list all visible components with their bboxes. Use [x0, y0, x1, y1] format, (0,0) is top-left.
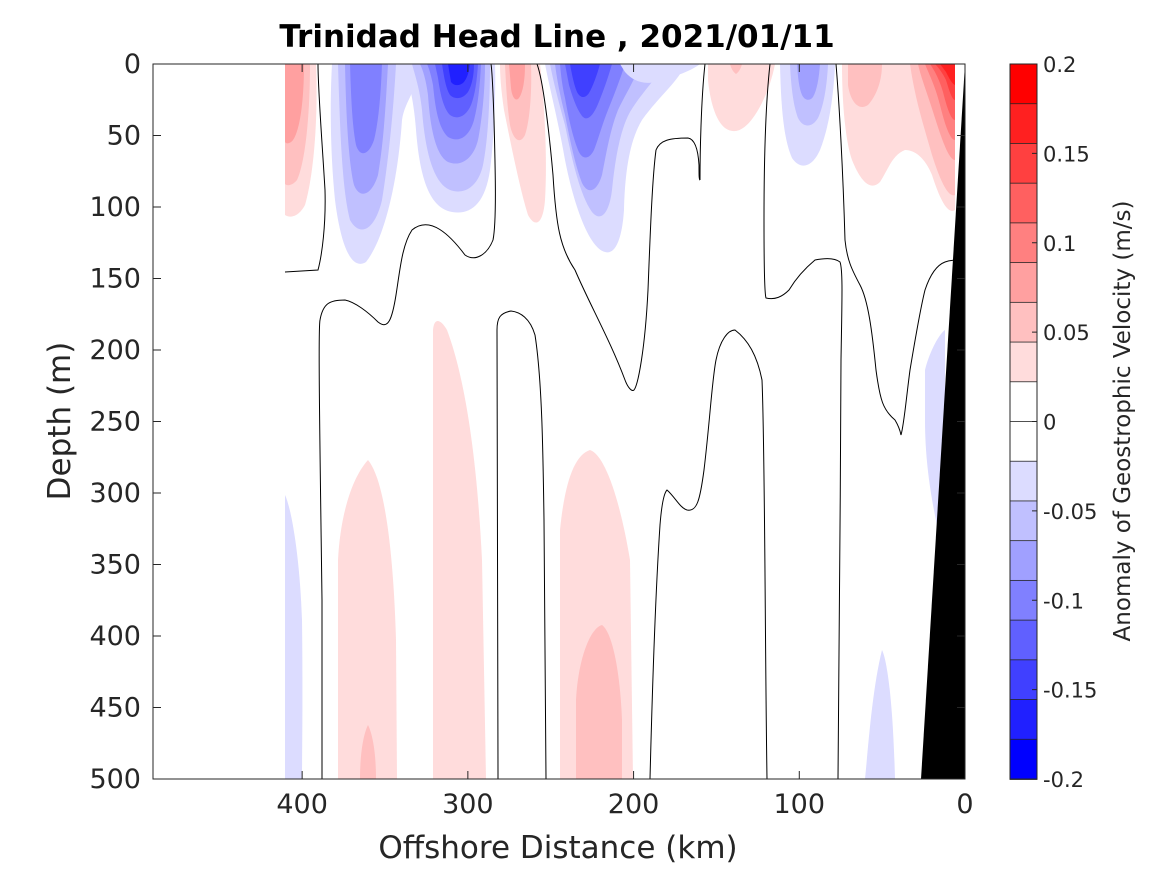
- core-neg-85-3: [797, 64, 820, 100]
- contour-fills: [285, 64, 965, 779]
- colorbar-swatch: [1009, 738, 1038, 780]
- y-tick-label: 450: [89, 693, 141, 724]
- core-pos-270-3: [509, 64, 525, 100]
- colorbar-swatch: [1009, 540, 1038, 582]
- core-neg-360-4: [350, 64, 382, 154]
- colorbar: [1009, 63, 1038, 780]
- zero-contour-4: [536, 64, 701, 391]
- colorbar-ticks: -0.2 -0.15 -0.1 -0.05 0 0.05 0.1 0.15 0.2: [1032, 53, 1097, 792]
- y-axis: 0 50 100 150 200 250 300 350 400 450 500: [89, 49, 965, 795]
- y-tick-label: 0: [124, 49, 141, 80]
- colorbar-tick-label: 0.2: [1043, 53, 1076, 77]
- colorbar-tick-label: 0.1: [1043, 232, 1076, 256]
- colorbar-swatch: [1009, 301, 1038, 343]
- plot-area: 400 300 200 100 0 0 50 100 150 200 250 300 350 400 45…: [89, 49, 973, 820]
- core-pos-360-deep: [338, 460, 397, 779]
- colorbar-swatch: [1009, 103, 1038, 145]
- core-pos-135: [708, 64, 775, 132]
- zero-contour-6: [649, 329, 768, 779]
- y-tick-label: 200: [89, 335, 141, 366]
- plot-background: [153, 64, 965, 779]
- core-pos-225-deep-2: [576, 625, 622, 779]
- zero-contour-1: [284, 64, 326, 273]
- chart-title: Trinidad Head Line , 2021/01/11: [279, 19, 834, 55]
- colorbar-tick-label: -0.1: [1043, 589, 1084, 613]
- x-tick-label: 400: [276, 789, 328, 820]
- colorbar-tick-label: 0.05: [1043, 321, 1090, 345]
- colorbar-swatch: [1009, 341, 1038, 383]
- colorbar-tick-label: -0.05: [1043, 500, 1097, 524]
- core-neg-400-deep: [285, 495, 303, 779]
- x-tick-label: 300: [442, 789, 494, 820]
- x-axis-label: Offshore Distance (km): [378, 830, 737, 866]
- colorbar-label: Anomaly of Geostrophic Velocity (m/s): [1110, 201, 1136, 642]
- zero-contour-8: [835, 64, 965, 436]
- y-tick-label: 250: [89, 407, 141, 438]
- y-tick-label: 100: [89, 192, 141, 223]
- colorbar-swatch: [1009, 182, 1038, 224]
- colorbar-swatch: [1009, 460, 1038, 502]
- colorbar-swatch: [1009, 421, 1038, 463]
- core-neg-55-deep: [865, 650, 895, 779]
- colorbar-tick-label: -0.15: [1043, 679, 1097, 703]
- colorbar-swatch: [1009, 381, 1038, 423]
- core-neg-305-7: [448, 64, 470, 86]
- colorbar-swatch: [1009, 699, 1038, 741]
- core-pos-15-4: [940, 64, 955, 85]
- zero-contour-7: [763, 64, 843, 779]
- y-tick-label: 500: [89, 764, 141, 795]
- y-tick-label: 400: [89, 621, 141, 652]
- core-pos-360-deep-2: [360, 725, 376, 779]
- core-pos-55-2: [848, 64, 882, 108]
- colorbar-swatch: [1009, 262, 1038, 304]
- core-neg-230-6: [570, 64, 600, 98]
- colorbar-swatch: [1009, 500, 1038, 542]
- y-tick-label: 300: [89, 478, 141, 509]
- core-pos-402-3: [285, 64, 304, 144]
- colorbar-tick-label: -0.2: [1043, 768, 1084, 792]
- colorbar-tick-label: 0.15: [1043, 142, 1090, 166]
- x-tick-label: 200: [608, 789, 660, 820]
- y-tick-label: 350: [89, 550, 141, 581]
- core-pos-135-2: [730, 64, 742, 74]
- core-pos-300-deep: [433, 321, 486, 779]
- x-tick-label: 0: [956, 789, 973, 820]
- colorbar-swatch: [1009, 659, 1038, 701]
- x-tick-label: 100: [774, 789, 826, 820]
- y-tick-label: 50: [107, 121, 141, 152]
- colorbar-tick-label: 0: [1043, 411, 1056, 435]
- y-axis-label: Depth (m): [42, 342, 78, 501]
- x-axis: 400 300 200 100 0: [276, 64, 974, 820]
- zero-contour-5: [699, 64, 706, 181]
- zero-contour-3: [496, 310, 547, 779]
- colorbar-swatch: [1009, 619, 1038, 661]
- colorbar-swatch: [1009, 63, 1038, 105]
- seafloor-bathymetry: [921, 64, 965, 779]
- zero-contour-2: [318, 64, 496, 779]
- y-tick-label: 150: [89, 264, 141, 295]
- core-neg-190: [620, 64, 700, 83]
- zero-contours: [284, 64, 965, 779]
- colorbar-swatch: [1009, 143, 1038, 185]
